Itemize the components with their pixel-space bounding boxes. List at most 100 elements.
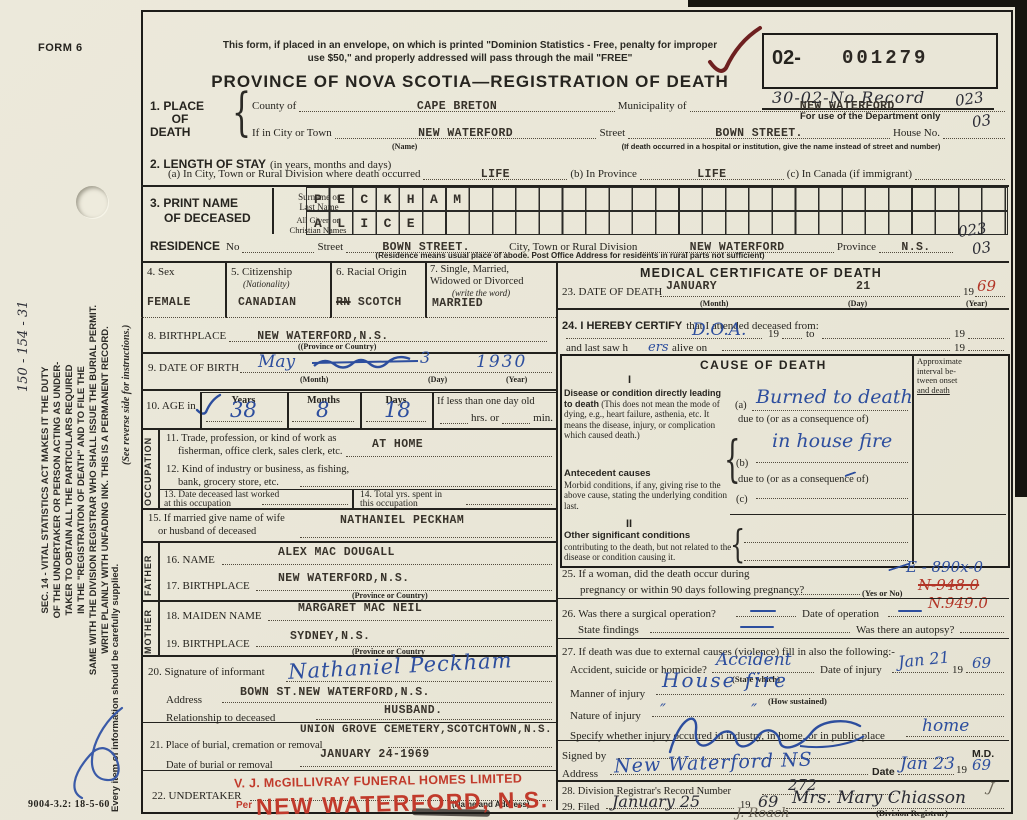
surgical-op-label: 26. Was there a surgical operation?	[562, 608, 716, 620]
stay-city-label: (a) In City, Town or Rural Division wher…	[168, 168, 421, 180]
cause-b-label: (b)	[736, 458, 749, 469]
nature-injury-label: Nature of injury	[570, 710, 641, 722]
certify-line: 24. I HEREBY CERTIFY that I attended dec…	[562, 316, 819, 334]
informant-address-field-line	[222, 702, 552, 703]
divider	[141, 541, 556, 543]
code-blue: E - 890x-0	[906, 558, 983, 576]
undertaker-note: (Name and Address)	[452, 800, 530, 809]
divider	[141, 261, 1009, 264]
label-text: 12. Kind of industry or business, as fis…	[166, 464, 350, 475]
surname-value: PECKHAM	[314, 192, 477, 207]
undertaker-label: 22. UNDERTAKER	[152, 790, 242, 802]
alive-on-label: alive on	[672, 342, 708, 354]
stay-canada-label: (c) In Canada (if immigrant)	[786, 168, 913, 180]
filed-date-value: January 25	[612, 792, 701, 811]
brace: {	[724, 432, 741, 490]
divider	[141, 655, 556, 657]
divider	[352, 489, 354, 508]
trade-label: 11. Trade, profession, or kind of work a…	[166, 432, 343, 458]
place-of-death-label: 1. PLACE OF DEATH	[150, 100, 210, 139]
code-red-struck: N-948.0	[918, 576, 980, 594]
dob-month-value: May	[258, 352, 296, 372]
residence-street-label: Street	[317, 241, 344, 253]
year19-c: 19	[954, 342, 965, 354]
trade-value: AT HOME	[372, 438, 424, 451]
date-injury-field	[892, 672, 948, 673]
mother-side-label: MOTHER	[143, 609, 153, 654]
signed-by-label: Signed by	[562, 750, 607, 762]
given-names-value: ALICE	[314, 216, 431, 231]
mother-birthplace-label: 19. BIRTHPLACE	[166, 638, 250, 650]
signed-date-value: Jan 23	[900, 754, 955, 774]
label-text: 2. LENGTH OF STAY	[150, 157, 267, 171]
nature-injury-ditto: ″ ″	[660, 700, 798, 719]
residence-no-label: No	[226, 241, 240, 253]
citizenship-subnote: (Nationality)	[243, 279, 290, 289]
informant-sig-field-line	[286, 681, 552, 682]
father-birthplace-note: (Province or Country)	[352, 591, 428, 600]
sex-label: 4. Sex	[147, 266, 175, 278]
divider	[158, 489, 556, 491]
divider	[141, 352, 556, 354]
sec14-line: IN THE "REGISTRATION OF DEATH" AND TO FI…	[76, 366, 87, 614]
divider	[141, 317, 556, 318]
alive-on-field	[722, 350, 950, 351]
dept-use-note: For use of the Department only	[800, 111, 941, 122]
informant-address-label: Address	[166, 694, 203, 706]
handwritten-code: 03	[970, 237, 993, 259]
father-name-field-line	[222, 564, 552, 565]
funeral-home-stamp-per: Per	[236, 800, 253, 811]
divider	[141, 600, 556, 602]
signed-year-19: 19	[956, 764, 967, 776]
marital-subnote: (write the word)	[452, 288, 511, 298]
label-text: 15. If married give name of wife	[148, 513, 285, 524]
divider	[425, 262, 427, 318]
stay-city-value: LIFE	[480, 168, 510, 181]
pen-dash	[740, 626, 774, 628]
label-text: bank, grocery store, etc.	[178, 477, 279, 488]
spouse-value: NATHANIEL PECKHAM	[340, 514, 465, 527]
divider	[762, 108, 994, 110]
sec14-line: TAKER TO OBTAIN ALL THE PARTICULARS REQU…	[64, 364, 75, 616]
burial-place-field-line	[388, 747, 552, 748]
racial-origin-label: 6. Racial Origin	[336, 266, 407, 278]
stay-canada-field	[915, 174, 1006, 180]
burial-date-field-line	[300, 766, 552, 767]
cause-a-value: Burned to death	[756, 386, 913, 408]
age-label: 10. AGE in	[146, 400, 196, 412]
city-value: NEW WATERFORD	[418, 127, 514, 140]
industry-field-line	[300, 486, 552, 487]
label-text: interval be-	[917, 365, 956, 376]
house-no-field	[943, 133, 1005, 139]
divider	[330, 262, 332, 318]
father-name-value: ALEX MAC DOUGALL	[278, 546, 395, 559]
handwritten-file-number: 150 - 154 - 31	[16, 300, 31, 392]
residence-line: RESIDENCE No Street BOWN STREET. City, T…	[150, 239, 956, 254]
sec14-line: SAME WITH THE DIVISION REGISTRAR WHO SHA…	[88, 304, 99, 676]
label-text: OF DECEASED	[164, 211, 251, 225]
filed-year-19: 19	[740, 800, 751, 811]
surgical-op-field	[736, 616, 796, 617]
burial-date-value: JANUARY 24-1969	[320, 748, 430, 761]
form-number: FORM 6	[38, 42, 83, 54]
residence-province-value: N.S.	[901, 241, 931, 254]
last-worked-field-line	[262, 504, 348, 505]
label-text: 3. PRINT NAME	[150, 196, 239, 210]
divider	[141, 770, 556, 772]
residence-street-field: BOWN STREET.	[346, 241, 507, 254]
age-days-label: Days	[385, 395, 407, 406]
doctor-address-field	[610, 774, 868, 775]
divider	[975, 296, 1005, 297]
residence-city-label: City, Town or Rural Division	[509, 241, 638, 253]
attended-to-field	[822, 338, 950, 339]
last-worked-label: 13. Date deceased last worked at this oc…	[164, 490, 279, 509]
findings-label: State findings	[578, 624, 639, 636]
undertaker-field-line	[250, 800, 552, 801]
stay-province-label: (b) In Province	[570, 168, 637, 180]
other-rest: contributing to the death, but not relat…	[564, 541, 732, 563]
death-year-note: (Year)	[966, 299, 988, 308]
last-saw-her: ers	[648, 340, 669, 355]
age-months-label: Months	[307, 395, 340, 406]
other-conditions-description: Other significant conditions contributin…	[564, 530, 736, 563]
label-text: DEATH	[150, 125, 191, 139]
